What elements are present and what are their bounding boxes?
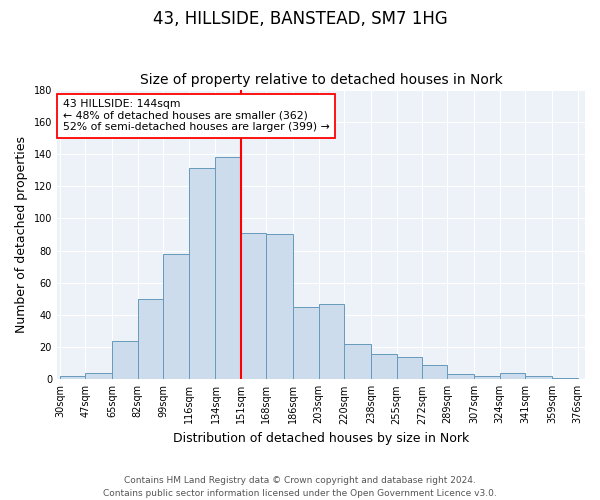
Bar bbox=[552, 378, 578, 380]
Text: Contains HM Land Registry data © Crown copyright and database right 2024.
Contai: Contains HM Land Registry data © Crown c… bbox=[103, 476, 497, 498]
Text: 43 HILLSIDE: 144sqm
← 48% of detached houses are smaller (362)
52% of semi-detac: 43 HILLSIDE: 144sqm ← 48% of detached ho… bbox=[63, 99, 329, 132]
Bar bbox=[188, 168, 215, 380]
Bar bbox=[397, 357, 422, 380]
Bar bbox=[319, 304, 344, 380]
Bar bbox=[293, 307, 319, 380]
Bar bbox=[448, 374, 474, 380]
Bar bbox=[525, 376, 552, 380]
X-axis label: Distribution of detached houses by size in Nork: Distribution of detached houses by size … bbox=[173, 432, 469, 445]
Bar bbox=[500, 373, 525, 380]
Bar bbox=[474, 376, 500, 380]
Bar bbox=[137, 299, 163, 380]
Bar bbox=[266, 234, 293, 380]
Bar bbox=[215, 157, 241, 380]
Bar bbox=[241, 233, 266, 380]
Text: 43, HILLSIDE, BANSTEAD, SM7 1HG: 43, HILLSIDE, BANSTEAD, SM7 1HG bbox=[152, 10, 448, 28]
Bar bbox=[344, 344, 371, 380]
Bar bbox=[422, 365, 448, 380]
Bar bbox=[60, 376, 85, 380]
Y-axis label: Number of detached properties: Number of detached properties bbox=[15, 136, 28, 333]
Bar bbox=[163, 254, 188, 380]
Bar bbox=[112, 340, 137, 380]
Bar bbox=[371, 354, 397, 380]
Bar bbox=[85, 373, 112, 380]
Title: Size of property relative to detached houses in Nork: Size of property relative to detached ho… bbox=[140, 73, 502, 87]
